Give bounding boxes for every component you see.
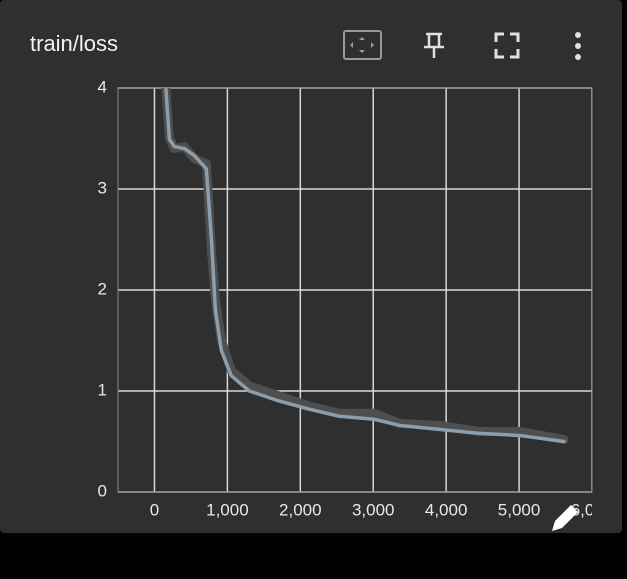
y-tick-label: 0 — [98, 481, 107, 500]
x-tick-label: 4,000 — [425, 500, 468, 519]
chart-title: train/loss — [30, 31, 118, 56]
edit-icon[interactable] — [552, 505, 578, 531]
x-tick-label: 0 — [150, 500, 159, 519]
plot-area — [161, 88, 569, 444]
axes: 0 1 2 3 4 0 1,000 2,000 3,000 4,000 5,000 6,000 — [98, 77, 614, 519]
y-tick-label: 3 — [98, 178, 107, 197]
series-line — [164, 88, 566, 444]
y-tick-label: 2 — [98, 279, 107, 298]
series-line — [161, 88, 569, 444]
x-tick-label: 2,000 — [279, 500, 322, 519]
x-tick-label: 5,000 — [498, 500, 541, 519]
more-icon[interactable] — [575, 32, 581, 60]
x-tick-label: 1,000 — [206, 500, 249, 519]
y-tick-label: 4 — [98, 77, 107, 96]
x-tick-label: 6,000 — [571, 500, 614, 519]
pin-icon[interactable] — [424, 32, 444, 58]
fit-icon[interactable] — [343, 30, 382, 60]
plot-frame — [117, 87, 593, 493]
y-tick-label: 1 — [98, 380, 107, 399]
x-tick-label: 3,000 — [352, 500, 395, 519]
fullscreen-icon[interactable] — [494, 32, 520, 59]
